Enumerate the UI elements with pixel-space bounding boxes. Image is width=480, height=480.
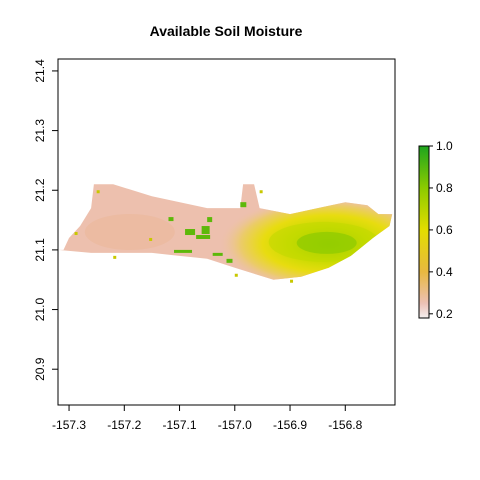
legend-tick-label: 0.8 (436, 181, 453, 195)
moist-patch (226, 258, 233, 263)
x-tick-label: -157.2 (107, 418, 141, 432)
x-tick-label: -157.0 (218, 418, 252, 432)
moisture-speck (96, 190, 100, 194)
color-legend: 1.0 0.8 0.6 0.4 0.2 (418, 139, 453, 321)
y-tick-label: 21.1 (33, 238, 47, 262)
moist-patch (207, 217, 213, 223)
legend-tick-label: 1.0 (436, 139, 453, 153)
moisture-speck (234, 273, 238, 277)
moist-patch (240, 202, 247, 208)
x-tick-label: -157.1 (163, 418, 197, 432)
wet-zone-core (296, 231, 357, 254)
moist-patch (212, 252, 223, 256)
moisture-speck (259, 190, 263, 194)
y-axis: 20.9 21.0 21.1 21.2 21.3 21.4 (33, 59, 58, 381)
y-tick-label: 21.0 (33, 298, 47, 322)
plot-frame (57, 58, 396, 406)
legend-tick-label: 0.4 (436, 265, 453, 279)
x-axis: -157.3 -157.2 -157.1 -157.0 -156.9 -156.8 (52, 405, 363, 432)
legend-tick-label: 0.2 (436, 307, 453, 321)
y-tick-label: 21.2 (33, 178, 47, 202)
map-title: Available Soil Moisture (150, 23, 303, 39)
x-tick-label: -156.9 (273, 418, 307, 432)
moist-patch (185, 229, 196, 236)
moist-patch (196, 234, 211, 239)
y-tick-label: 21.3 (33, 119, 47, 143)
legend-tick-label: 0.6 (436, 223, 453, 237)
moisture-speck (113, 255, 117, 259)
legend-colorbar (418, 145, 430, 319)
moisture-speck (74, 232, 78, 235)
y-tick-label: 21.4 (33, 59, 47, 83)
y-tick-label: 20.9 (33, 357, 47, 381)
moist-patch (168, 217, 174, 222)
moisture-speck (149, 237, 153, 241)
moist-patch (201, 226, 210, 235)
island-raster (58, 184, 393, 283)
moist-patch (174, 249, 193, 253)
moisture-speck (290, 279, 294, 283)
x-tick-label: -156.8 (328, 418, 362, 432)
west-interior-zone (84, 214, 175, 250)
x-tick-label: -157.3 (52, 418, 86, 432)
